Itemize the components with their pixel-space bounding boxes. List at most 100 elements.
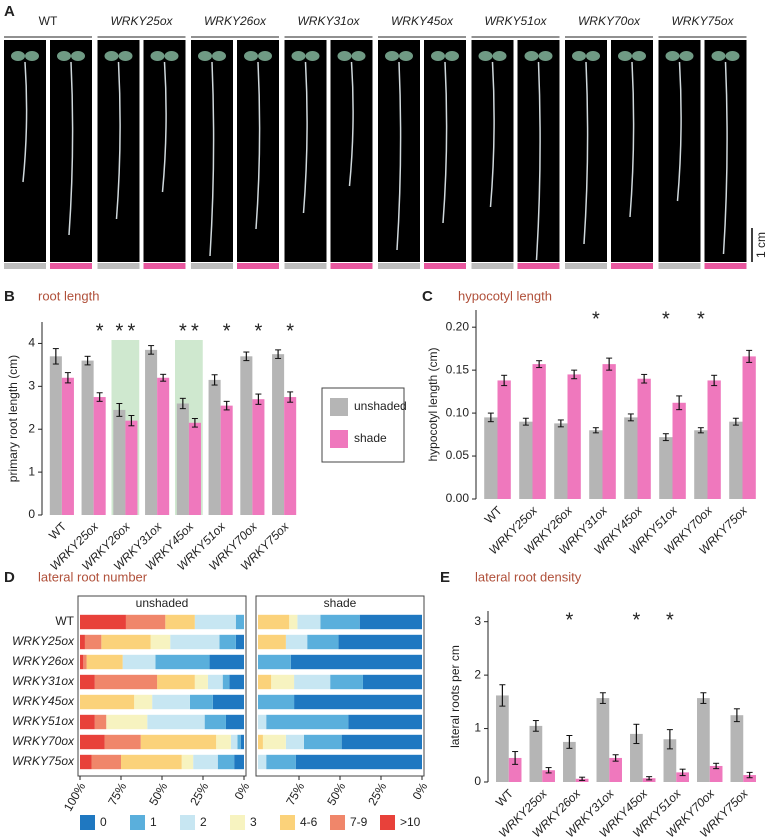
root: [535, 61, 541, 261]
leaf: [11, 51, 25, 61]
bar-segment: [258, 734, 263, 750]
bar-segment: [91, 754, 121, 770]
x-tick-label: 0%: [232, 780, 253, 802]
x-tick-label: WT: [493, 786, 517, 810]
condition-strip: [471, 263, 514, 269]
y-tick-label: 3: [28, 379, 35, 393]
condition-strip: [284, 263, 327, 269]
x-tick-label: 75%: [283, 780, 307, 808]
leaf: [258, 51, 272, 61]
bar: [743, 775, 756, 782]
bar-segment: [155, 654, 210, 670]
bar-segment: [94, 714, 107, 730]
y-tick-label: 1: [28, 464, 35, 478]
leaf: [198, 51, 212, 61]
bar-segment: [194, 674, 208, 690]
y-tick-label: WRKY51ox: [12, 714, 75, 728]
bar: [272, 354, 285, 515]
bar-segment: [106, 714, 148, 730]
bar: [208, 379, 221, 515]
legend-swatch: [180, 815, 195, 830]
bar: [220, 405, 233, 515]
condition-strip: [704, 263, 747, 269]
leaf: [572, 51, 586, 61]
bar: [240, 356, 253, 515]
y-tick-label: WRKY25ox: [12, 634, 75, 648]
condition-strip: [143, 263, 186, 269]
bar-segment: [266, 714, 349, 730]
y-tick-label: 0.15: [446, 362, 470, 376]
leaf: [679, 51, 694, 61]
bar-segment: [170, 634, 220, 650]
leaf: [291, 51, 306, 61]
genotype-label: WRKY75ox: [671, 14, 734, 28]
bar-segment: [307, 634, 339, 650]
significance-marker: *: [286, 320, 294, 342]
leaf: [71, 51, 85, 61]
bar-segment: [80, 614, 126, 630]
leaf: [399, 51, 413, 61]
significance-marker: *: [666, 609, 674, 631]
bar-segment: [258, 674, 272, 690]
bar-segment: [80, 754, 92, 770]
genotype-label: WRKY45ox: [391, 14, 454, 28]
bar: [61, 377, 74, 515]
bar-segment: [290, 654, 422, 670]
y-tick-label: WT: [55, 614, 74, 628]
bar-segment: [330, 674, 363, 690]
genotype-label: WRKY70ox: [578, 14, 641, 28]
significance-marker: *: [592, 308, 600, 330]
bar-segment: [230, 734, 238, 750]
bar-segment: [237, 734, 241, 750]
root: [161, 61, 167, 193]
bar-segment: [134, 694, 153, 710]
leaf: [725, 51, 740, 61]
root: [348, 61, 354, 187]
panel-label: B: [4, 288, 15, 305]
leaf: [385, 51, 399, 61]
bar: [93, 397, 106, 515]
bar: [707, 380, 721, 499]
y-tick-label: WRKY26ox: [12, 654, 75, 668]
bar-segment: [150, 634, 171, 650]
leaf: [118, 51, 133, 61]
bar-segment: [258, 714, 267, 730]
bar: [730, 715, 744, 782]
bar-segment: [216, 734, 231, 750]
legend-swatch: [230, 815, 245, 830]
seedling-photo: [143, 40, 186, 262]
leaf: [711, 51, 726, 61]
leaf: [492, 51, 507, 61]
bar-segment: [240, 734, 244, 750]
legend-swatch: [280, 815, 295, 830]
genotype-label: WRKY25ox: [110, 14, 173, 28]
bar: [663, 739, 677, 782]
root: [302, 61, 308, 214]
significance-marker: *: [662, 308, 670, 330]
leaf: [618, 51, 632, 61]
bar-segment: [212, 694, 244, 710]
bar-segment: [80, 714, 95, 730]
y-axis-label: lateral roots per cm: [448, 645, 462, 748]
bar: [602, 364, 616, 499]
leaf: [212, 51, 226, 61]
bar-segment: [122, 654, 156, 670]
bar: [81, 360, 94, 515]
bar-segment: [271, 674, 295, 690]
root: [489, 61, 495, 208]
panel-title: lateral root density: [475, 569, 582, 584]
bar-segment: [348, 714, 422, 730]
root: [209, 61, 215, 257]
bar-segment: [121, 754, 182, 770]
x-tick-label: 75%: [105, 780, 129, 808]
root: [442, 61, 448, 224]
bar: [659, 437, 673, 499]
leaf: [351, 51, 366, 61]
y-tick-label: WRKY75ox: [12, 754, 75, 768]
condition-strip: [191, 263, 233, 269]
bar-segment: [289, 614, 298, 630]
y-tick-label: WRKY70ox: [12, 734, 75, 748]
significance-marker: *: [697, 308, 705, 330]
leaf: [632, 51, 646, 61]
